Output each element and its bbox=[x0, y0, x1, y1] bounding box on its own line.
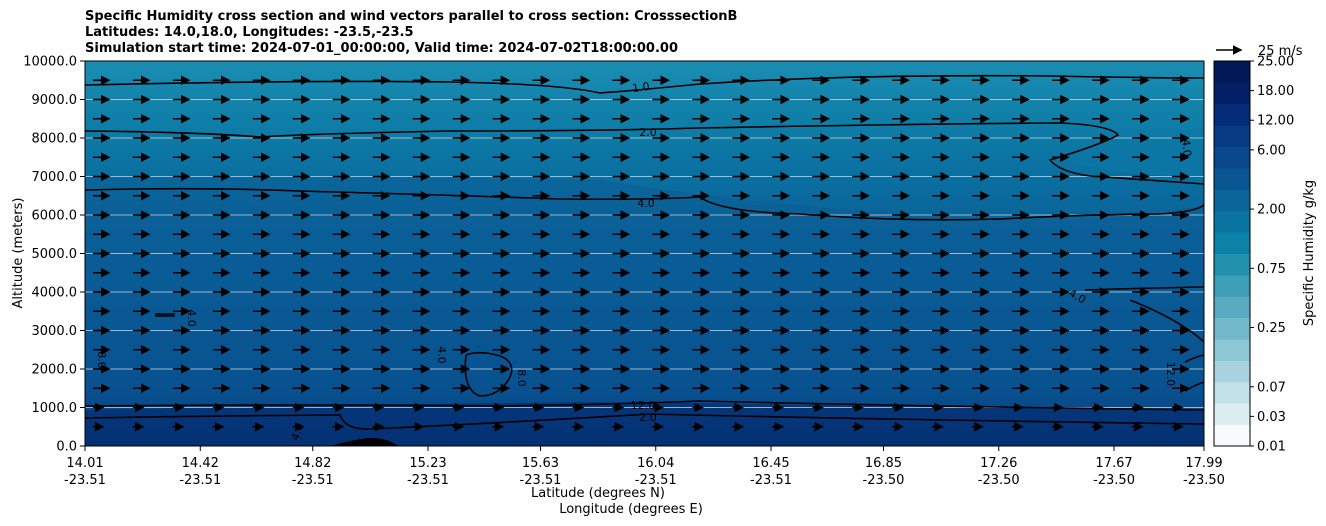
colorbar-segment bbox=[1214, 424, 1250, 447]
quiver-key: 25 m/s bbox=[1216, 44, 1303, 59]
colorbar-segment bbox=[1214, 189, 1250, 212]
x-tick-label-lat: 14.01 bbox=[66, 456, 103, 471]
quiver-key-label: 25 m/s bbox=[1258, 44, 1303, 59]
contour-label: 2.0 bbox=[639, 126, 657, 139]
x-tick-label-lon: -23.51 bbox=[64, 473, 106, 488]
x-tick-label-lon: -23.50 bbox=[978, 473, 1020, 488]
contour-label: 1.0 bbox=[631, 80, 650, 95]
x-tick-label-lon: -23.50 bbox=[1093, 473, 1135, 488]
colorbar-segment bbox=[1214, 167, 1250, 190]
colorbar-segment bbox=[1214, 296, 1250, 319]
colorbar-label: Specific Humidity g/kg bbox=[1302, 180, 1317, 326]
y-tick-label: 0.0 bbox=[56, 440, 77, 455]
humidity-band-east bbox=[1060, 130, 1204, 177]
colorbar-segment bbox=[1214, 82, 1250, 105]
colorbar-tick-label: 12.00 bbox=[1257, 114, 1294, 129]
x-tick-label-lat: 15.23 bbox=[409, 456, 446, 471]
terrain bbox=[330, 437, 398, 446]
axes: 0.0 1000.0 2000.0 3000.0 4000.0 5000.0 6000.0 7… bbox=[23, 55, 1225, 489]
y-tick-label: 9000.0 bbox=[32, 93, 78, 108]
y-tick-label: 5000.0 bbox=[32, 247, 78, 262]
contour-label: 4.0 bbox=[435, 346, 448, 364]
y-tick-label: 7000.0 bbox=[32, 170, 78, 185]
chart-title-line-2: Latitudes: 14.0,18.0, Longitudes: -23.5,… bbox=[85, 25, 414, 40]
x-tick-label-lon: -23.50 bbox=[863, 473, 905, 488]
contour-label: 4.0 bbox=[637, 197, 655, 210]
x-tick-label-lat: 17.67 bbox=[1095, 456, 1132, 471]
colorbar-segment bbox=[1214, 232, 1250, 254]
colorbar-segment bbox=[1214, 403, 1250, 426]
colorbar-tick-label: 0.25 bbox=[1257, 321, 1286, 336]
x-tick-label-lon: -23.51 bbox=[407, 473, 449, 488]
x-tick-label-lat: 16.04 bbox=[637, 456, 674, 471]
y-tick-label: 2000.0 bbox=[32, 363, 78, 378]
colorbar: 0.01 0.03 0.07 0.25 0.75 2.00 6.00 12.00 18.00 25… bbox=[1213, 55, 1294, 455]
colorbar-segment bbox=[1214, 103, 1250, 126]
colorbar-segment bbox=[1214, 360, 1250, 383]
colorbar-segment bbox=[1214, 274, 1250, 297]
x-tick-label-lon: -23.51 bbox=[635, 473, 677, 488]
chart-title-line-3: Simulation start time: 2024-07-01_00:00:… bbox=[85, 41, 678, 56]
contour-label: 12.0 bbox=[631, 399, 656, 412]
colorbar-segment bbox=[1214, 146, 1250, 169]
contour-line bbox=[84, 122, 1205, 185]
x-tick-label-lat: 15.63 bbox=[522, 456, 559, 471]
colorbar-frame bbox=[1213, 60, 1251, 447]
humidity-bands bbox=[85, 130, 1204, 447]
y-tick-label: 1000.0 bbox=[32, 401, 78, 416]
x-tick-label-lon: -23.51 bbox=[179, 473, 221, 488]
y-tick-label: 10000.0 bbox=[23, 55, 77, 70]
colorbar-segment bbox=[1214, 381, 1250, 404]
wind-vectors bbox=[93, 75, 1190, 432]
x-tick-label-lat: 16.85 bbox=[865, 456, 902, 471]
colorbar-tick-label: 0.07 bbox=[1257, 380, 1286, 395]
x-tick-label-lon: -23.51 bbox=[292, 473, 334, 488]
y-tick-label: 8000.0 bbox=[32, 132, 78, 147]
humidity-band-mid bbox=[85, 175, 1204, 447]
colorbar-segment bbox=[1214, 210, 1250, 233]
y-tick-label: 4000.0 bbox=[32, 286, 78, 301]
x-tick-label-lat: 14.82 bbox=[294, 456, 331, 471]
x-tick-label-lat: 16.45 bbox=[752, 456, 789, 471]
humidity-band-low bbox=[85, 402, 1204, 446]
y-axis-label: Altitude (meters) bbox=[11, 198, 26, 309]
contour-label: 4.0 bbox=[185, 309, 198, 327]
colorbar-tick-label: 0.01 bbox=[1257, 440, 1286, 455]
chart-title-line-1: Specific Humidity cross section and wind… bbox=[85, 9, 738, 24]
contour-label: 4.0 bbox=[1179, 139, 1193, 158]
y-tick-label: 3000.0 bbox=[32, 324, 78, 339]
x-tick-label-lat: 17.26 bbox=[980, 456, 1017, 471]
colorbar-segment bbox=[1214, 61, 1250, 83]
colorbar-segment bbox=[1214, 125, 1250, 148]
colorbar-tick-label: 0.03 bbox=[1257, 410, 1286, 425]
colorbar-tick-label: 6.00 bbox=[1257, 143, 1286, 158]
x-axis-label-latitude: Latitude (degrees N) bbox=[531, 486, 665, 501]
contour-label: 8.0 bbox=[95, 351, 108, 369]
contour-line bbox=[84, 413, 1205, 430]
x-tick-label-lat: 17.99 bbox=[1185, 456, 1222, 471]
contour-line bbox=[1129, 299, 1205, 343]
contour-label: 4.0 bbox=[288, 421, 306, 442]
colorbar-segment bbox=[1214, 253, 1250, 276]
contour-label: 8.0 bbox=[515, 369, 528, 387]
colorbar-tick-label: 0.75 bbox=[1257, 262, 1286, 277]
contour-line bbox=[84, 400, 1205, 411]
x-tick-label-lon: -23.51 bbox=[750, 473, 792, 488]
colorbar-tick-label: 18.00 bbox=[1257, 84, 1294, 99]
contour-line bbox=[84, 187, 1205, 221]
contour-line bbox=[1184, 354, 1205, 363]
x-tick-label-lon: -23.51 bbox=[520, 473, 562, 488]
x-tick-label-lon: -23.50 bbox=[1183, 473, 1225, 488]
x-tick-label-lat: 14.42 bbox=[182, 456, 219, 471]
colorbar-segment bbox=[1214, 317, 1250, 340]
colorbar-tick-label: 25.00 bbox=[1257, 55, 1294, 70]
contour-label: 12.0 bbox=[1164, 362, 1177, 387]
colorbar-tick-label: 2.00 bbox=[1257, 203, 1286, 218]
colorbar-segment bbox=[1214, 339, 1250, 361]
y-tick-label: 6000.0 bbox=[32, 209, 78, 224]
contour-label: 2.0 bbox=[639, 411, 657, 424]
contour-line bbox=[464, 351, 513, 397]
x-axis-label-longitude: Longitude (degrees E) bbox=[559, 502, 703, 517]
